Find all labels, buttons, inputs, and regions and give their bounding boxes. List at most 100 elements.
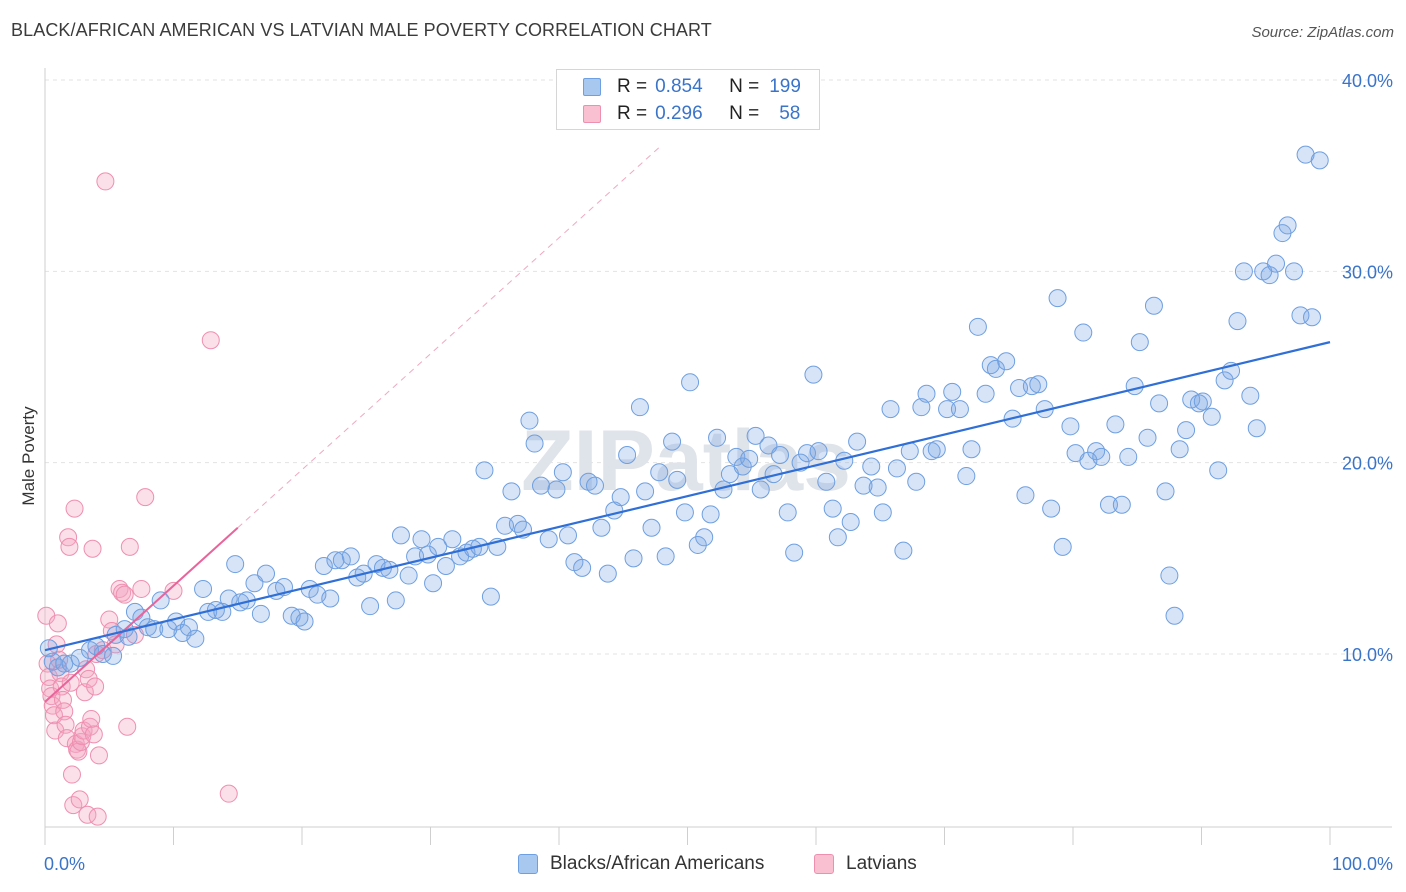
blacks-point [1150, 394, 1169, 413]
latvians-point [136, 488, 155, 507]
chart-source: Source: ZipAtlas.com [1251, 24, 1394, 41]
blacks-point [778, 503, 797, 522]
blacks-point [443, 530, 462, 549]
legend-row-blacks: R = 0.854 N = 199 [583, 75, 801, 99]
blacks-point [681, 373, 700, 392]
latvians-point [60, 537, 79, 556]
blacks-point [295, 612, 314, 631]
x-tick-label: 100.0% [1332, 854, 1393, 874]
blacks-point [868, 478, 887, 497]
blacks-point [675, 503, 694, 522]
latvians-point [75, 683, 94, 702]
blacks-point [547, 480, 566, 499]
legend-row-latvians: R = 0.296 N = 58 [583, 102, 800, 126]
blacks-point [194, 579, 213, 598]
legend-item-blacks[interactable]: Blacks/African Americans [518, 853, 764, 875]
blacks-point [740, 449, 759, 468]
blacks-point [1016, 486, 1035, 505]
blacks-point [771, 446, 790, 465]
blacks-point [997, 352, 1016, 371]
blacks-point [326, 551, 345, 570]
blacks-point [251, 604, 270, 623]
latvians-points [37, 172, 238, 826]
blacks-point [759, 436, 778, 455]
legend-label-latvians: Latvians [846, 853, 917, 874]
blacks-point [962, 440, 981, 459]
blacks-point [1053, 537, 1072, 556]
blacks-point [663, 432, 682, 451]
blacks-point [1260, 266, 1279, 285]
latvians-point [82, 710, 101, 729]
blacks-point [1106, 415, 1125, 434]
latvians-point [73, 727, 92, 746]
blacks-point [1138, 428, 1157, 447]
blacks-point [1125, 377, 1144, 396]
blacks-point [804, 365, 823, 384]
blacks-point [695, 528, 714, 547]
x-tick-labels: 0.0% 100.0% [44, 854, 1393, 874]
blacks-point [828, 528, 847, 547]
blacks-point [881, 400, 900, 419]
latvians-point [39, 667, 58, 686]
blacks-point [151, 591, 170, 610]
blacks-point [809, 442, 828, 461]
blacks-point [1303, 308, 1322, 327]
watermark: ZIPatlas [521, 413, 851, 509]
legend-item-latvians[interactable]: Latvians [814, 853, 917, 875]
blacks-point [592, 518, 611, 537]
latvians-point [57, 729, 76, 748]
blacks-point [862, 457, 881, 476]
blacks-point [61, 654, 80, 673]
blacks-point [1029, 375, 1048, 394]
blacks-point [332, 551, 351, 570]
latvians-trendline [44, 526, 239, 703]
latvians-point [86, 677, 105, 696]
blacks-point [1285, 262, 1304, 281]
blacks-point [873, 503, 892, 522]
blacks-point [412, 530, 431, 549]
latvians-point [118, 717, 137, 736]
blacks-point [1278, 216, 1297, 235]
series-legend: Blacks/African Americans Latvians [0, 851, 1406, 879]
latvians-point [79, 669, 98, 688]
latvians-point [201, 331, 220, 350]
blacks-point [391, 526, 410, 545]
blacks-point [938, 400, 957, 419]
y-tick-label: 30.0% [1342, 262, 1393, 282]
y-tick-label: 40.0% [1342, 71, 1393, 91]
blacks-point [436, 556, 455, 575]
blacks-point [1310, 151, 1329, 170]
legend-swatch-latvians [814, 854, 834, 874]
blacks-point [257, 564, 276, 583]
legend-label-blacks: Blacks/African Americans [550, 853, 765, 874]
latvians-point [53, 690, 72, 709]
latvians-point [59, 528, 78, 547]
blacks-point [179, 618, 198, 637]
blacks-point [525, 434, 544, 453]
blacks-point [532, 476, 551, 495]
blacks-point [424, 574, 443, 593]
blacks-point [314, 556, 333, 575]
blacks-point [481, 587, 500, 606]
blacks-point [70, 648, 89, 667]
blacks-point [798, 444, 817, 463]
latvians-point [89, 746, 108, 765]
blacks-point [1209, 461, 1228, 480]
latvians-point [70, 790, 89, 809]
blacks-point [708, 428, 727, 447]
blacks-point [907, 472, 926, 491]
latvians-trendline-extension [237, 144, 663, 529]
blacks-point [43, 652, 62, 671]
blacks-point [976, 384, 995, 403]
legend-swatch-latvians [583, 105, 601, 123]
blacks-point [1099, 495, 1118, 514]
blacks-point [1042, 499, 1061, 518]
legend-r-value-latvians: 0.296 [655, 103, 703, 124]
grid [45, 79, 1392, 655]
legend-n-label: N = [729, 76, 760, 97]
blacks-point [688, 535, 707, 554]
blacks-point [585, 476, 604, 495]
blacks-point [245, 574, 264, 593]
blacks-point [186, 629, 205, 648]
latvians-point [120, 537, 139, 556]
